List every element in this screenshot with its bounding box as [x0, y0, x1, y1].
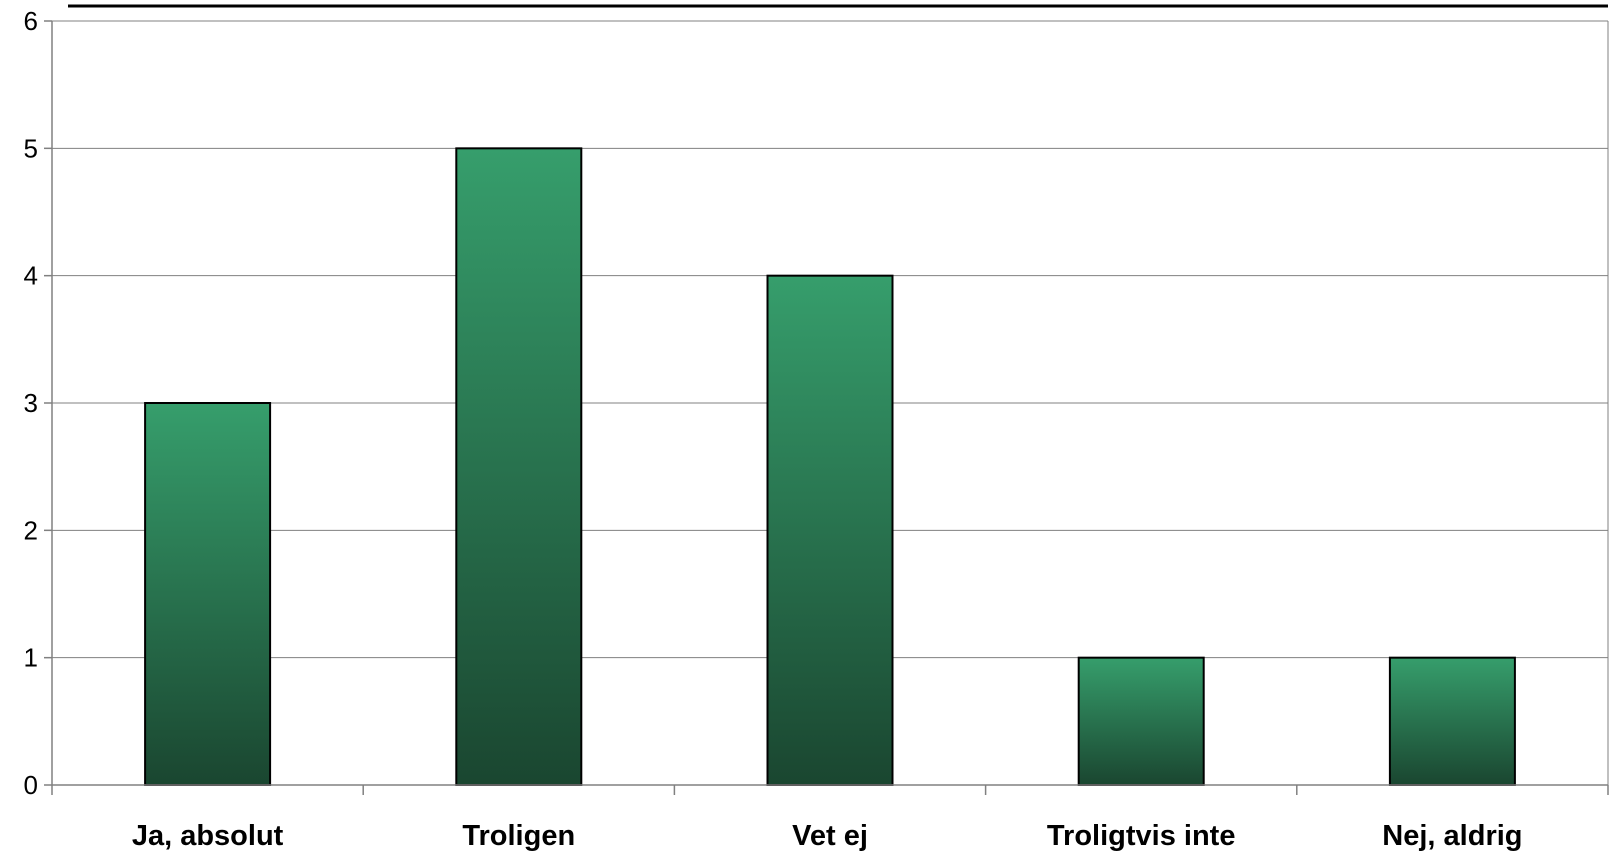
bar-0	[144, 402, 272, 786]
y-tick-label-6: 6	[24, 6, 38, 36]
x-tick-label-1: Troligen	[462, 820, 575, 852]
y-tick-label-5: 5	[24, 133, 38, 163]
y-tick-label-4: 4	[24, 261, 38, 291]
y-tick-labels: 0 1 2 3 4 5 6	[24, 6, 52, 800]
x-tick-label-0: Ja, absolut	[132, 820, 284, 852]
x-tick-label-4: Nej, aldrig	[1382, 820, 1522, 852]
bar-1	[455, 147, 583, 787]
x-tick-labels: Ja, absolut Troligen Vet ej Troligtvis inte…	[51, 785, 1609, 852]
y-tick-label-0: 0	[24, 770, 38, 800]
x-tick-label-3: Troligtvis inte	[1047, 820, 1236, 852]
bar-2	[766, 274, 894, 786]
bars	[144, 147, 1516, 787]
y-tick-label-1: 1	[24, 643, 38, 673]
y-tick-label-2: 2	[24, 515, 38, 545]
bar-3	[1077, 656, 1205, 787]
x-tick-label-2: Vet ej	[792, 820, 868, 852]
bar-4	[1388, 656, 1516, 787]
y-tick-label-3: 3	[24, 388, 38, 418]
